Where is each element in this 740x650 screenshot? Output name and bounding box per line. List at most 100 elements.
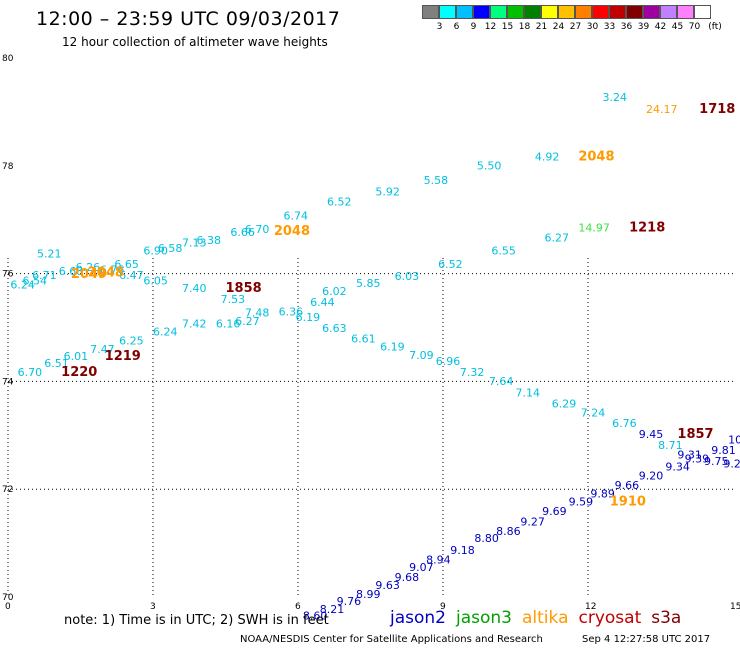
swh-value-label: 6.26 xyxy=(76,261,101,274)
x-tick-label: 15 xyxy=(730,602,740,612)
swh-value-label: 9.2 xyxy=(723,458,740,471)
x-tick-label: 12 xyxy=(585,602,596,612)
swh-value-label: 9.68 xyxy=(395,571,420,584)
swh-value-label: 3.24 xyxy=(603,91,628,104)
color-scale-swatch xyxy=(541,5,558,19)
color-scale-label: 15 xyxy=(501,22,514,32)
swh-value-label: 6.27 xyxy=(235,315,260,328)
color-scale-swatch xyxy=(609,5,626,19)
swh-value-label: 9.18 xyxy=(450,544,475,557)
swh-value-label: 7.40 xyxy=(182,282,207,295)
swh-value-label: 9.81 xyxy=(711,444,736,457)
swh-value-label: 7.47 xyxy=(90,343,115,356)
color-scale-label: 45 xyxy=(671,22,684,32)
swh-value-label: 9.76 xyxy=(337,595,362,608)
color-scale-swatch xyxy=(490,5,507,19)
swh-value-label: 6.71 xyxy=(32,269,57,282)
swh-value-label: 6.36 xyxy=(279,306,304,319)
legend-entry-altika: altika xyxy=(522,608,569,628)
page-title: 12:00 – 23:59 UTC 09/03/2017 xyxy=(36,8,341,30)
swh-value-label: 8.71 xyxy=(658,439,683,452)
swh-value-label: 6.03 xyxy=(395,270,420,283)
swh-value-label: 9.07 xyxy=(409,561,434,574)
swh-value-label: 6.19 xyxy=(380,341,405,354)
color-scale-label: 12 xyxy=(484,22,497,32)
swh-value-label: 6.66 xyxy=(230,226,255,239)
swh-value-label: 6.01 xyxy=(64,350,88,363)
pass-time-label: 1858 xyxy=(226,281,262,296)
pass-time-label: 1219 xyxy=(105,349,141,364)
y-tick-label: 74 xyxy=(2,377,14,387)
swh-value-label: 24.17 xyxy=(646,103,678,116)
credit-text: NOAA/NESDIS Center for Satellite Applica… xyxy=(240,634,543,645)
y-tick-label: 76 xyxy=(2,270,14,280)
pass-time-label: 1220 xyxy=(61,365,97,380)
color-scale-label: 70 xyxy=(688,22,701,32)
swh-value-label: 5.50 xyxy=(477,160,502,173)
swh-value-label: 6.70 xyxy=(18,366,42,379)
swh-value-label: 6.76 xyxy=(100,264,125,277)
swh-value-label: 6.52 xyxy=(327,196,352,209)
swh-value-label: 7.48 xyxy=(245,307,269,320)
swh-value-label: 9.34 xyxy=(665,460,690,473)
y-tick-label: 72 xyxy=(2,485,13,495)
swh-value-label: 6.76 xyxy=(612,417,637,430)
swh-value-label: 8.86 xyxy=(496,525,520,538)
swh-value-label: 6.96 xyxy=(436,355,461,368)
color-scale-swatch xyxy=(694,5,711,19)
swh-value-label: 6.65 xyxy=(114,258,139,271)
swh-value-label: 6.05 xyxy=(143,274,168,287)
swh-value-label: 8.99 xyxy=(356,588,381,601)
pass-time-label: 2048 xyxy=(274,224,310,239)
color-scale-label: 6 xyxy=(453,22,460,32)
x-tick-label: 6 xyxy=(295,602,301,612)
color-scale-label: 27 xyxy=(569,22,582,32)
color-scale-swatch xyxy=(660,5,677,19)
color-scale-label: 9 xyxy=(470,22,477,32)
pass-time-label: 1910 xyxy=(610,494,646,509)
swh-value-label: 6.52 xyxy=(438,258,463,271)
color-scale-swatch xyxy=(575,5,592,19)
swh-value-label: 8.80 xyxy=(474,532,499,545)
swh-value-label: 14.97 xyxy=(578,222,610,235)
swh-value-label: 6.29 xyxy=(552,397,577,410)
units-note: note: 1) Time is in UTC; 2) SWH is in fe… xyxy=(64,613,329,628)
color-scale-label: 42 xyxy=(654,22,667,32)
swh-value-label: 6.25 xyxy=(119,335,143,348)
swh-value-label: 6.54 xyxy=(23,274,48,287)
swh-value-label: 7.64 xyxy=(489,375,513,388)
color-scale-label: 36 xyxy=(620,22,633,32)
swh-value-label: 7.24 xyxy=(581,406,606,419)
legend-entry-jason3: jason3 xyxy=(456,608,512,628)
color-scale-label: 39 xyxy=(637,22,650,32)
color-scale-swatch xyxy=(677,5,694,19)
color-scale-swatch xyxy=(473,5,490,19)
pass-time-label: 1718 xyxy=(699,102,735,117)
swh-value-label: 5.85 xyxy=(356,277,381,290)
x-tick-label: 9 xyxy=(440,602,446,612)
swh-value-label: 6.24 xyxy=(10,279,35,292)
swh-value-label: 6.90 xyxy=(143,245,168,258)
swh-value-label: 6.51 xyxy=(44,357,69,370)
color-scale-label: 21 xyxy=(535,22,548,32)
swh-value-label: 7.32 xyxy=(460,366,485,379)
color-scale-label: 30 xyxy=(586,22,599,32)
swh-value-label: 7.14 xyxy=(516,386,541,399)
generation-timestamp: Sep 4 12:27:58 UTC 2017 xyxy=(582,634,711,645)
swh-value-label: 6.74 xyxy=(284,210,309,223)
y-tick-label: 78 xyxy=(2,162,14,172)
swh-value-label: 6.61 xyxy=(351,333,376,346)
color-scale-swatch xyxy=(558,5,575,19)
color-scale-swatch xyxy=(439,5,456,19)
swh-value-label: 9.31 xyxy=(677,448,702,461)
swh-value-label: 8.60 xyxy=(303,610,328,623)
swh-value-label: 6.19 xyxy=(296,311,321,324)
swh-value-label: 6.47 xyxy=(119,269,143,282)
swh-value-label: 5.92 xyxy=(375,185,400,198)
swh-value-label: 5.58 xyxy=(424,174,449,187)
color-scale-label: 18 xyxy=(518,22,531,32)
y-tick-label: 80 xyxy=(2,54,14,64)
swh-value-label: 6.38 xyxy=(197,234,222,247)
y-tick-label: 70 xyxy=(2,593,14,603)
legend-entry-s3a: s3a xyxy=(651,608,682,628)
